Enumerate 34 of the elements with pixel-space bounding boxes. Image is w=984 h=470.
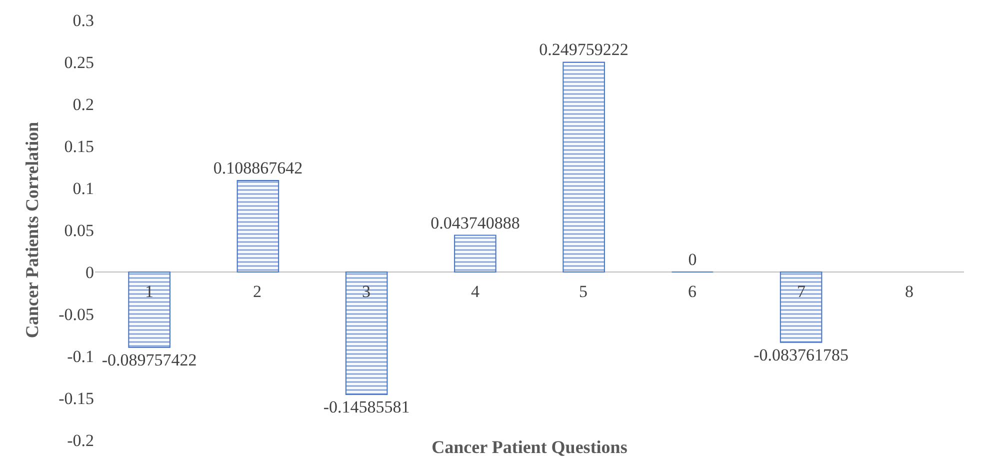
bar xyxy=(128,272,170,348)
y-tick-label: 0.05 xyxy=(64,220,94,240)
y-tick-label: 0.25 xyxy=(64,52,94,72)
x-tick-label: 6 xyxy=(688,282,696,301)
data-label: 0.249759222 xyxy=(539,40,628,60)
bar xyxy=(780,272,822,343)
y-tick-label: 0.2 xyxy=(72,94,94,114)
x-tick-label: 7 xyxy=(797,282,806,301)
y-tick-label: 0 xyxy=(86,262,94,282)
y-tick-label: -0.05 xyxy=(58,304,94,324)
y-tick-label: -0.2 xyxy=(67,430,94,450)
bar xyxy=(345,272,388,396)
x-tick-label: 1 xyxy=(145,282,154,301)
y-tick-label: 0.3 xyxy=(72,10,94,30)
data-label: 0.043740888 xyxy=(430,213,520,232)
x-tick-label: 2 xyxy=(253,282,262,301)
y-tick-label: -0.1 xyxy=(67,346,94,366)
data-label: -0.14585581 xyxy=(323,398,410,417)
data-label: 0.108867642 xyxy=(213,158,303,178)
data-label: -0.089757422 xyxy=(102,350,197,370)
y-axis-title: Cancer Patients Correlation xyxy=(22,122,42,338)
y-tick-label: -0.15 xyxy=(58,388,94,408)
y-tick-label: 0.1 xyxy=(72,178,94,198)
x-tick-label: 4 xyxy=(471,282,480,301)
x-tick-label: 8 xyxy=(905,282,914,301)
x-axis-title: Cancer Patient Questions xyxy=(432,437,628,458)
bar xyxy=(236,180,280,272)
x-tick-label: 5 xyxy=(579,282,588,301)
data-label: -0.083761785 xyxy=(754,345,849,364)
x-tick-label: 3 xyxy=(362,282,370,301)
bar xyxy=(562,62,605,272)
bar xyxy=(454,234,496,272)
data-label: 0 xyxy=(688,250,697,269)
y-tick-label: 0.15 xyxy=(64,136,94,156)
